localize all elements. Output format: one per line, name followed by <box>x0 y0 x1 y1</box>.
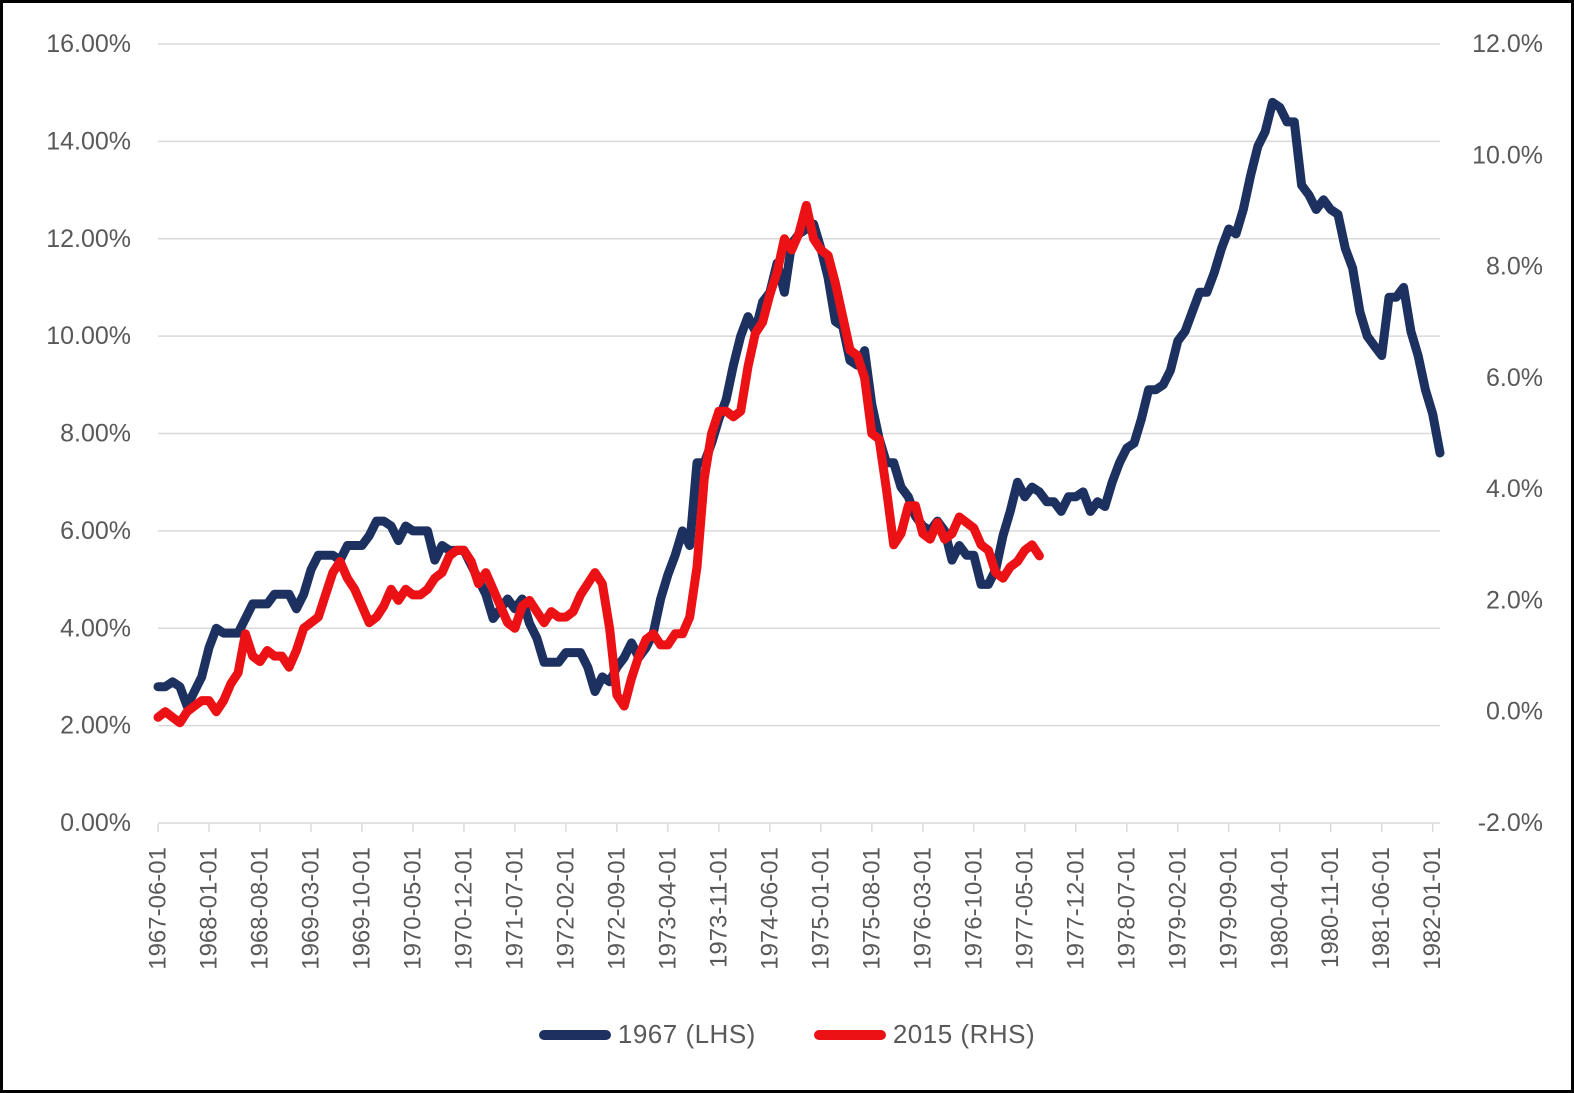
left-axis-tick-label: 8.00% <box>60 420 131 448</box>
left-axis-tick-label: 4.00% <box>60 614 131 642</box>
x-axis-tick-label: 1975-01-01 <box>807 847 834 970</box>
right-axis-tick-label: 6.0% <box>1486 364 1543 392</box>
left-axis-tick-label: 0.00% <box>60 809 131 837</box>
x-axis-tick-label: 1972-02-01 <box>552 847 579 970</box>
x-axis-tick-label: 1976-03-01 <box>909 847 936 970</box>
x-axis-tick-label: 1971-07-01 <box>501 847 528 970</box>
x-axis-tick-label: 1974-06-01 <box>756 847 783 970</box>
x-axis-tick-label: 1979-02-01 <box>1164 847 1191 970</box>
legend-item-2015: 2015 (RHS) <box>813 1019 1036 1050</box>
x-axis-tick-label: 1970-12-01 <box>450 847 477 970</box>
left-axis-tick-label: 6.00% <box>60 517 131 545</box>
x-axis-tick-label: 1973-11-01 <box>705 847 732 968</box>
x-axis-tick-label: 1969-10-01 <box>348 847 375 970</box>
left-axis-tick-label: 12.00% <box>46 225 131 253</box>
legend-swatch-1967 <box>538 1029 611 1040</box>
x-axis-tick-label: 1969-03-01 <box>297 847 324 970</box>
left-axis-tick-label: 14.00% <box>46 127 131 155</box>
left-axis-tick-label: 16.00% <box>46 30 131 58</box>
x-axis-tick-label: 1968-08-01 <box>246 847 273 970</box>
right-axis-tick-label: 0.0% <box>1486 698 1543 726</box>
x-axis-tick-label: 1975-08-01 <box>858 847 885 970</box>
x-axis-tick-label: 1970-05-01 <box>399 847 426 970</box>
left-axis-tick-label: 10.00% <box>46 322 131 350</box>
x-axis-tick-label: 1980-11-01 <box>1317 847 1344 968</box>
x-axis-tick-label: 1980-04-01 <box>1266 847 1293 970</box>
right-axis-tick-label: 8.0% <box>1486 253 1543 281</box>
x-axis-tick-label: 1981-06-01 <box>1368 847 1395 970</box>
x-axis-tick-label: 1979-09-01 <box>1215 847 1242 970</box>
x-axis-tick-label: 1973-04-01 <box>654 847 681 970</box>
chart-legend: 1967 (LHS) 2015 (RHS) <box>3 1019 1571 1050</box>
left-axis-tick-label: 2.00% <box>60 712 131 740</box>
x-axis-tick-label: 1968-01-01 <box>195 847 222 970</box>
legend-label-1967: 1967 (LHS) <box>617 1019 756 1049</box>
right-axis-tick-label: 10.0% <box>1472 141 1543 169</box>
legend-swatch-2015 <box>813 1029 886 1040</box>
x-axis-tick-label: 1972-09-01 <box>603 847 630 970</box>
x-axis-tick-label: 1976-10-01 <box>960 847 987 970</box>
series-line-1967 <box>153 97 1445 711</box>
x-axis-tick-label: 1977-12-01 <box>1062 847 1089 970</box>
line-chart-plot: 16.00% 14.00% 12.00% 10.00% 8.00% 6.00% 4.00% 2… <box>46 30 1543 970</box>
x-axis-tick-label: 1967-06-01 <box>145 847 172 970</box>
legend-label-2015: 2015 (RHS) <box>892 1019 1036 1049</box>
right-axis-tick-label: -2.0% <box>1478 809 1543 837</box>
right-axis-tick-label: 4.0% <box>1486 475 1543 503</box>
x-axis-tick-label: 1982-01-01 <box>1419 847 1446 970</box>
right-axis-tick-label: 2.0% <box>1486 586 1543 614</box>
series-line-2015 <box>153 200 1044 728</box>
legend-item-1967: 1967 (LHS) <box>538 1019 756 1050</box>
right-axis-tick-label: 12.0% <box>1472 30 1543 58</box>
x-axis-tick-label: 1977-05-01 <box>1011 847 1038 970</box>
x-axis-tick-label: 1978-07-01 <box>1113 847 1140 970</box>
